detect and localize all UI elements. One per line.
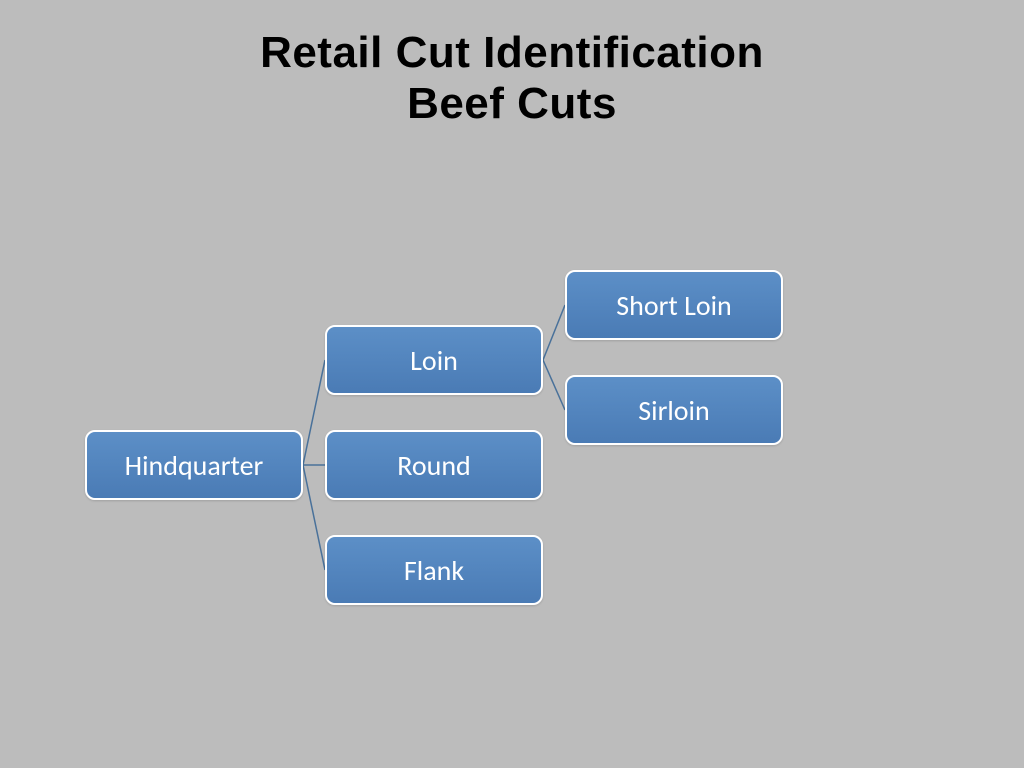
connector-line [543, 305, 565, 360]
tree-node-label: Loin [410, 343, 458, 378]
tree-node-shortloin: Short Loin [565, 270, 783, 340]
tree-node-label: Short Loin [616, 288, 732, 323]
tree-node-label: Flank [404, 553, 464, 588]
connector-line [543, 360, 565, 410]
tree-node-hindquarter: Hindquarter [85, 430, 303, 500]
tree-node-label: Round [397, 448, 471, 483]
slide-canvas: Retail Cut Identification Beef Cuts Hind… [0, 0, 1024, 768]
connector-line [303, 360, 325, 465]
tree-node-round: Round [325, 430, 543, 500]
tree-node-sirloin: Sirloin [565, 375, 783, 445]
title-line-2: Beef Cuts [0, 79, 1024, 130]
tree-node-label: Sirloin [638, 393, 709, 428]
tree-node-loin: Loin [325, 325, 543, 395]
title-line-1: Retail Cut Identification [0, 28, 1024, 79]
tree-node-label: Hindquarter [125, 448, 264, 483]
slide-title: Retail Cut Identification Beef Cuts [0, 28, 1024, 129]
connector-line [303, 465, 325, 570]
tree-node-flank: Flank [325, 535, 543, 605]
